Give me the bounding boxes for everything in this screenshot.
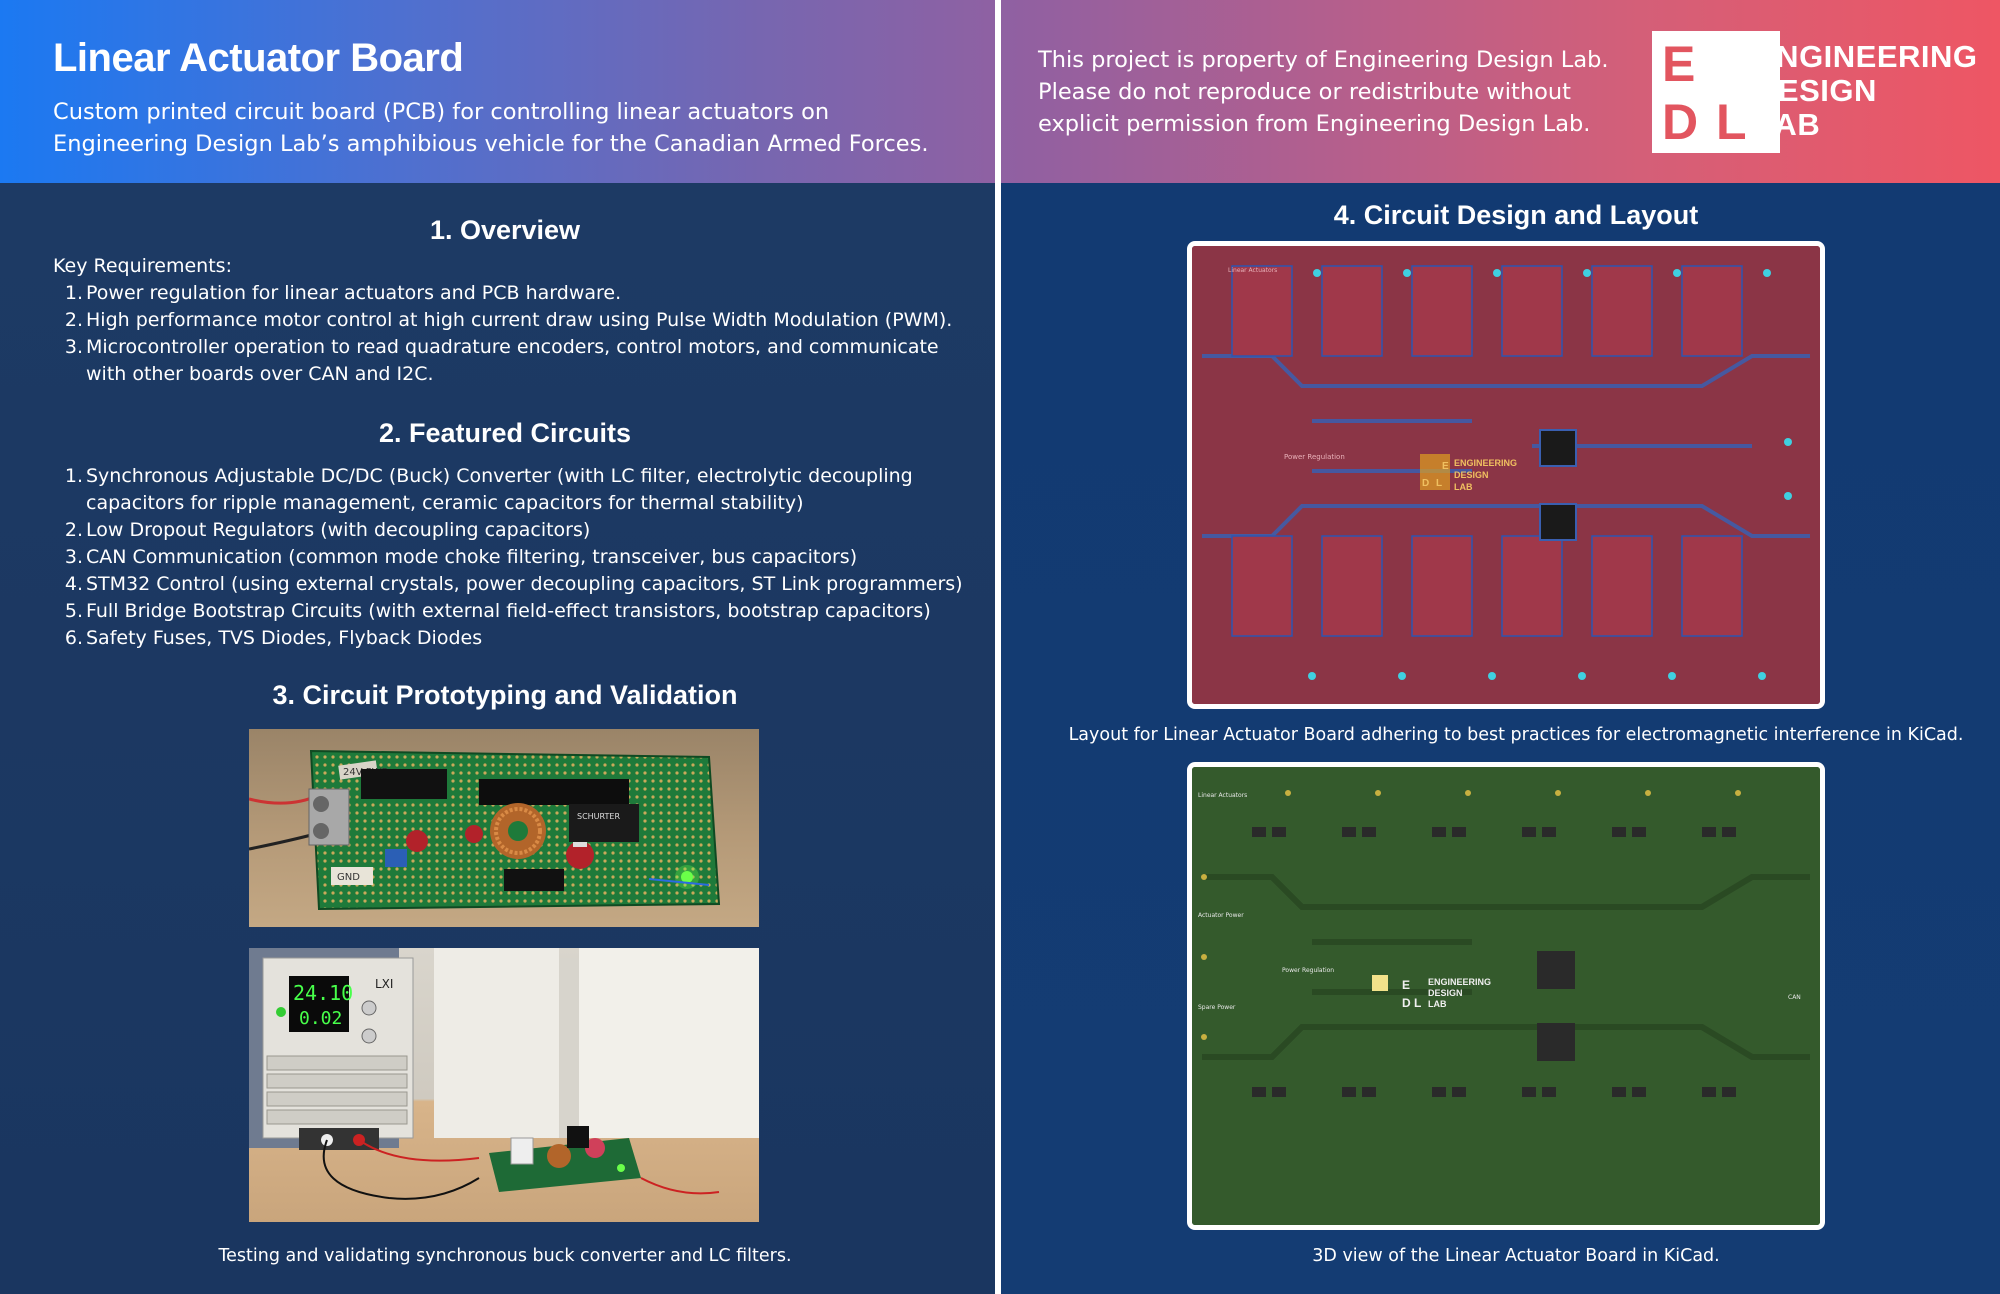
list-item: 3. Microcontroller operation to read quad… bbox=[64, 336, 939, 385]
logo-letter-d: D bbox=[1662, 94, 1699, 150]
logo-wordmark: ENGINEERING DESIGN LAB bbox=[1755, 40, 1978, 142]
power-supply-test-photo: 24.10 0.02 LXI bbox=[249, 948, 759, 1222]
pcb-3d-illustration: E D L ENGINEERING DESIGN LAB Power Regul… bbox=[1192, 767, 1820, 1225]
3d-can-label: CAN bbox=[1788, 994, 1801, 1001]
pcb-layout-illustration: E D L ENGINEERING DESIGN LAB Power Regul… bbox=[1192, 246, 1820, 704]
design-heading: 4. Circuit Design and Layout bbox=[1333, 200, 1699, 230]
list-item: 6. Safety Fuses, TVS Diodes, Flyback Diod… bbox=[64, 627, 483, 649]
psu-voltage: 24.10 bbox=[293, 981, 353, 1005]
pcb-layout-view: E D L ENGINEERING DESIGN LAB Power Regul… bbox=[1187, 241, 1825, 709]
list-item: 4. STM32 Control (using external crystals… bbox=[64, 573, 963, 595]
layout-power-label: Power Regulation bbox=[1284, 453, 1345, 461]
layout-caption: Layout for Linear Actuator Board adherin… bbox=[1068, 725, 1964, 745]
prototyping-heading: 3. Circuit Prototyping and Validation bbox=[272, 680, 738, 710]
logo-word-design: DESIGN bbox=[1755, 73, 1877, 108]
layout-logo-l: L bbox=[1436, 478, 1442, 489]
list-item: 3. CAN Communication (common mode choke f… bbox=[64, 546, 858, 568]
3d-logo-word-2: DESIGN bbox=[1428, 988, 1463, 998]
3d-actuator-power-label: Actuator Power bbox=[1198, 912, 1244, 919]
list-item: 2. Low Dropout Regulators (with decouplin… bbox=[64, 519, 591, 541]
requirements-list: 1. Power regulation for linear actuators … bbox=[53, 280, 973, 388]
copyright-notice: This project is property of Engineering … bbox=[1038, 47, 1609, 137]
3d-power-label: Power Regulation bbox=[1282, 967, 1334, 974]
overview-heading: 1. Overview bbox=[429, 215, 581, 245]
3d-logo-word-1: ENGINEERING bbox=[1428, 977, 1491, 987]
list-item: 1. Synchronous Adjustable DC/DC (Buck) Co… bbox=[64, 465, 913, 514]
prototyping-caption: Testing and validating synchronous buck … bbox=[218, 1246, 792, 1266]
logo-word-lab: LAB bbox=[1755, 107, 1821, 142]
buck-converter-illustration: 24V PWR GND SCHURTER bbox=[249, 749, 721, 911]
layout-logo-word-3: LAB bbox=[1454, 482, 1473, 492]
3d-logo-l: L bbox=[1414, 996, 1421, 1010]
list-item: 5. Full Bridge Bootstrap Circuits (with e… bbox=[64, 600, 931, 622]
layout-logo-word-1: ENGINEERING bbox=[1454, 458, 1517, 468]
layout-logo-word-2: DESIGN bbox=[1454, 470, 1489, 480]
layout-actuator-label: Linear Actuators bbox=[1228, 267, 1277, 274]
psu-brand: LXI bbox=[375, 977, 393, 991]
logo-word-engineering: ENGINEERING bbox=[1755, 39, 1978, 74]
logo-letter-e: E bbox=[1662, 36, 1696, 92]
logo-letter-l: L bbox=[1716, 94, 1747, 150]
layout-logo-e: E bbox=[1442, 461, 1449, 472]
featured-list: 1. Synchronous Adjustable DC/DC (Buck) Co… bbox=[53, 463, 973, 652]
edl-logo: E D L bbox=[1652, 31, 1780, 153]
photo-gnd-tag: GND bbox=[337, 872, 360, 883]
list-item: 2. High performance motor control at high… bbox=[64, 309, 953, 331]
power-supply-illustration: 24.10 0.02 LXI bbox=[249, 948, 759, 1200]
panel-divider bbox=[995, 0, 1001, 1294]
psu-current: 0.02 bbox=[299, 1008, 342, 1029]
pcb-3d-view: E D L ENGINEERING DESIGN LAB Power Regul… bbox=[1187, 762, 1825, 1230]
3d-logo-e: E bbox=[1402, 978, 1410, 992]
3d-spare-power-label: Spare Power bbox=[1198, 1004, 1236, 1011]
featured-heading: 2. Featured Circuits bbox=[378, 418, 632, 448]
photo-inductor-brand: SCHURTER bbox=[577, 812, 620, 821]
overview-intro: Key Requirements: bbox=[53, 255, 232, 277]
3d-logo-d: D bbox=[1402, 996, 1411, 1010]
3d-actuator-label: Linear Actuators bbox=[1198, 792, 1247, 799]
3d-logo-word-3: LAB bbox=[1428, 999, 1447, 1009]
list-item: 1. Power regulation for linear actuators … bbox=[64, 282, 622, 304]
page-subtitle: Custom printed circuit board (PCB) for c… bbox=[53, 99, 929, 157]
page-title: Linear Actuator Board bbox=[53, 36, 464, 80]
layout-logo-d: D bbox=[1422, 478, 1429, 489]
buck-converter-photo: 24V PWR GND SCHURTER bbox=[249, 729, 759, 927]
3d-view-caption: 3D view of the Linear Actuator Board in … bbox=[1312, 1246, 1720, 1266]
